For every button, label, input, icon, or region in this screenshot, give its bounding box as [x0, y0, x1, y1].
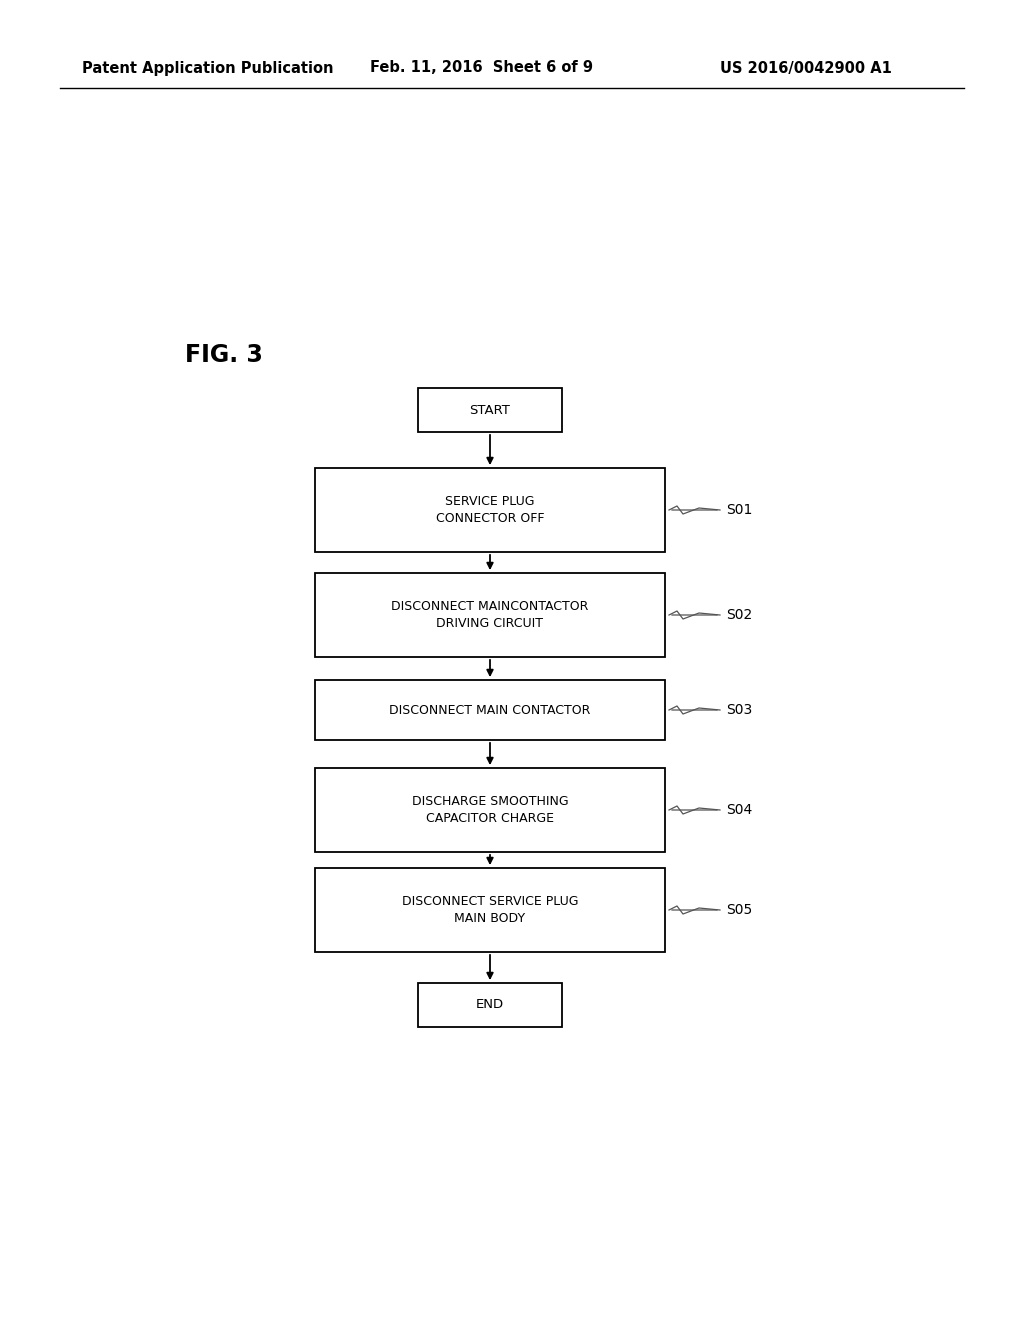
FancyBboxPatch shape: [418, 983, 562, 1027]
Text: S04: S04: [726, 803, 753, 817]
Bar: [315, 680, 665, 741]
Text: START: START: [470, 404, 510, 417]
Bar: [315, 869, 665, 952]
Bar: [315, 469, 665, 552]
Bar: [315, 573, 665, 657]
FancyBboxPatch shape: [418, 388, 562, 432]
Text: Patent Application Publication: Patent Application Publication: [82, 61, 334, 75]
Text: END: END: [476, 998, 504, 1011]
Text: FIG. 3: FIG. 3: [185, 343, 263, 367]
Text: SERVICE PLUG
CONNECTOR OFF: SERVICE PLUG CONNECTOR OFF: [436, 495, 544, 525]
Text: S02: S02: [726, 609, 753, 622]
Text: DISCONNECT MAINCONTACTOR
DRIVING CIRCUIT: DISCONNECT MAINCONTACTOR DRIVING CIRCUIT: [391, 601, 589, 630]
Text: S03: S03: [726, 704, 753, 717]
Text: US 2016/0042900 A1: US 2016/0042900 A1: [720, 61, 892, 75]
Text: S01: S01: [726, 503, 753, 517]
Bar: [315, 768, 665, 851]
Text: DISCONNECT SERVICE PLUG
MAIN BODY: DISCONNECT SERVICE PLUG MAIN BODY: [401, 895, 579, 925]
Text: DISCONNECT MAIN CONTACTOR: DISCONNECT MAIN CONTACTOR: [389, 704, 591, 717]
Text: Feb. 11, 2016  Sheet 6 of 9: Feb. 11, 2016 Sheet 6 of 9: [370, 61, 593, 75]
Text: S05: S05: [726, 903, 753, 917]
Text: DISCHARGE SMOOTHING
CAPACITOR CHARGE: DISCHARGE SMOOTHING CAPACITOR CHARGE: [412, 795, 568, 825]
